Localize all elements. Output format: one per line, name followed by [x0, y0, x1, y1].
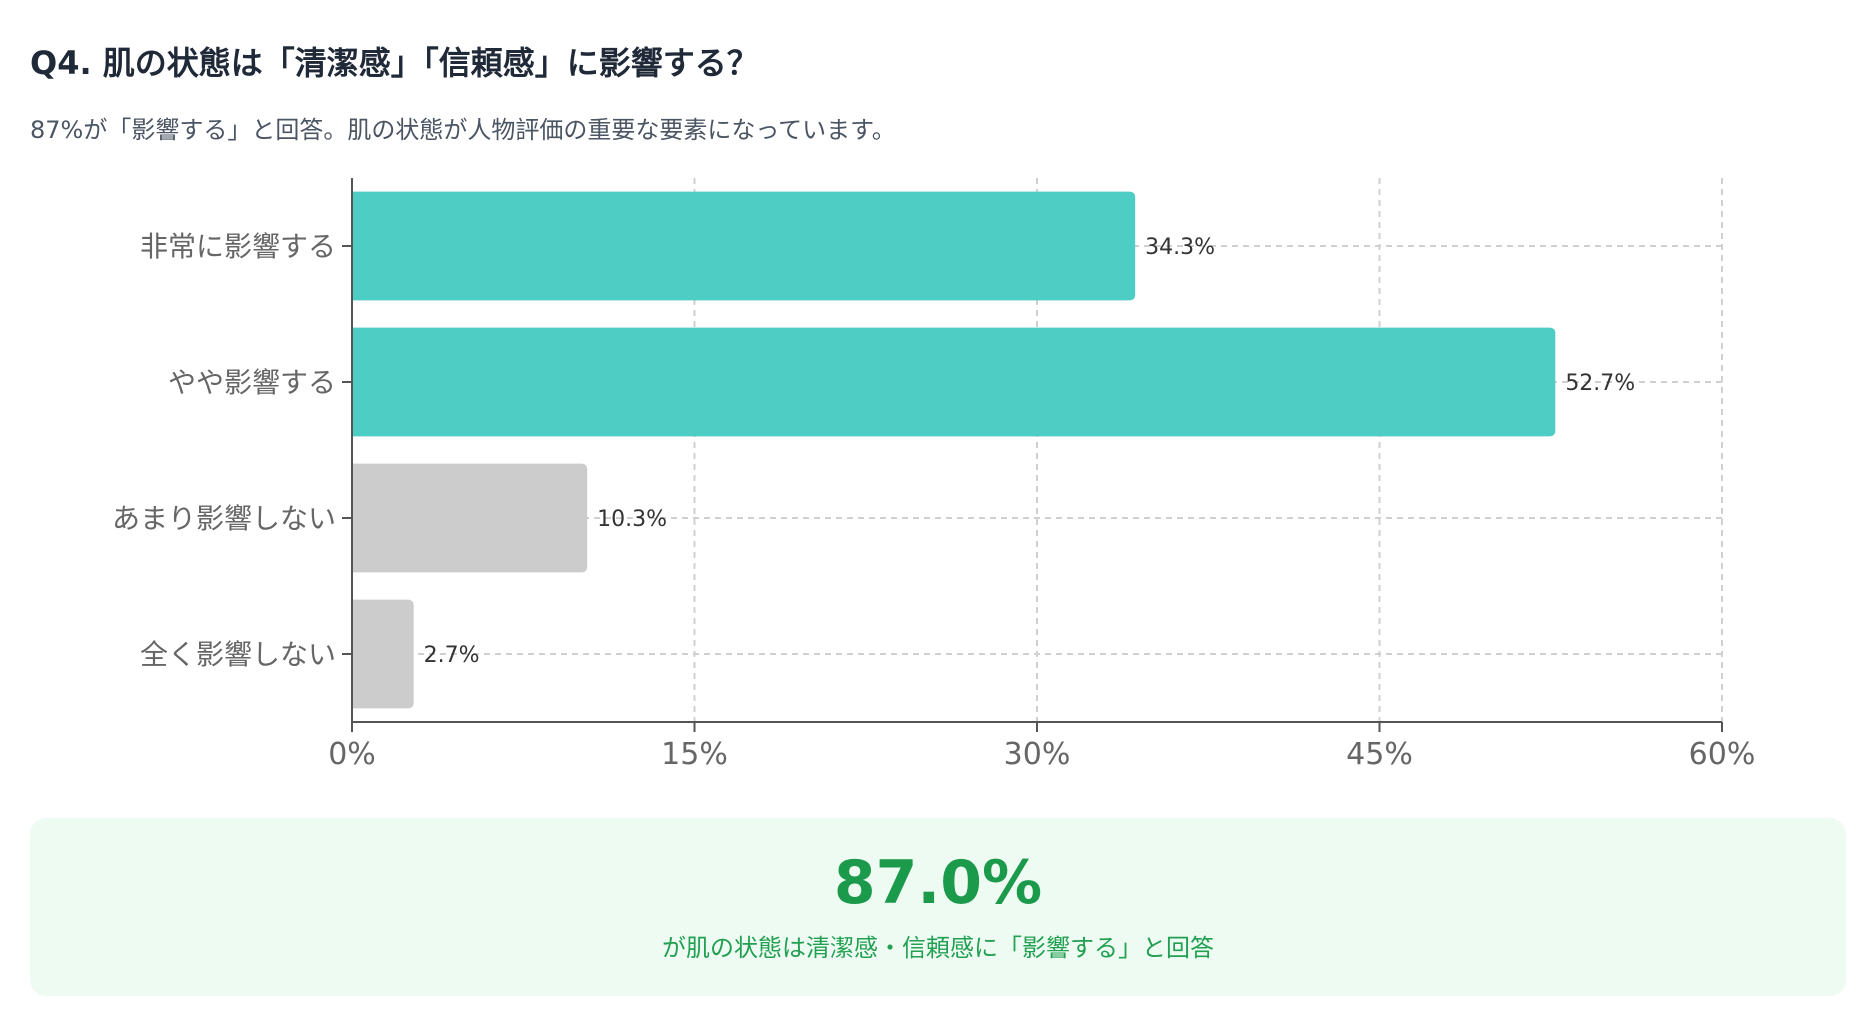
y-tick-label: あまり影響しない [112, 502, 336, 535]
bar [352, 599, 414, 709]
x-tick-label: 60% [1689, 737, 1756, 772]
summary-value: 87.0% [833, 848, 1043, 918]
bar [352, 327, 1556, 437]
summary-box: 87.0% が肌の状態は清潔感・信頼感に「影響する」と回答 [30, 818, 1846, 996]
data-label: 34.3% [1145, 235, 1215, 260]
x-tick-label: 45% [1346, 737, 1413, 772]
data-label: 2.7% [424, 643, 480, 668]
page-title: Q4. 肌の状態は「清潔感」「信頼感」に影響する？ [30, 44, 759, 82]
bar-chart: 34.3% 52.7% 10.3% 2.7% 非常に影響するやや影響するあまり影響しない… [112, 178, 1756, 772]
x-tick-label: 0% [328, 737, 376, 772]
y-tick-label: 全く影響しない [140, 638, 336, 671]
x-tick-label: 30% [1004, 737, 1071, 772]
summary-text: が肌の状態は清潔感・信頼感に「影響する」と回答 [662, 934, 1214, 962]
page-subtitle: 87%が「影響する」と回答。肌の状態が人物評価の重要な要素になっています。 [30, 116, 896, 144]
y-tick-label: やや影響する [168, 366, 336, 399]
bar [352, 191, 1136, 301]
bar [352, 463, 588, 573]
y-tick-label: 非常に影響する [140, 230, 336, 263]
x-tick-label: 15% [661, 737, 728, 772]
data-label: 52.7% [1565, 371, 1635, 396]
data-label: 10.3% [597, 507, 667, 532]
